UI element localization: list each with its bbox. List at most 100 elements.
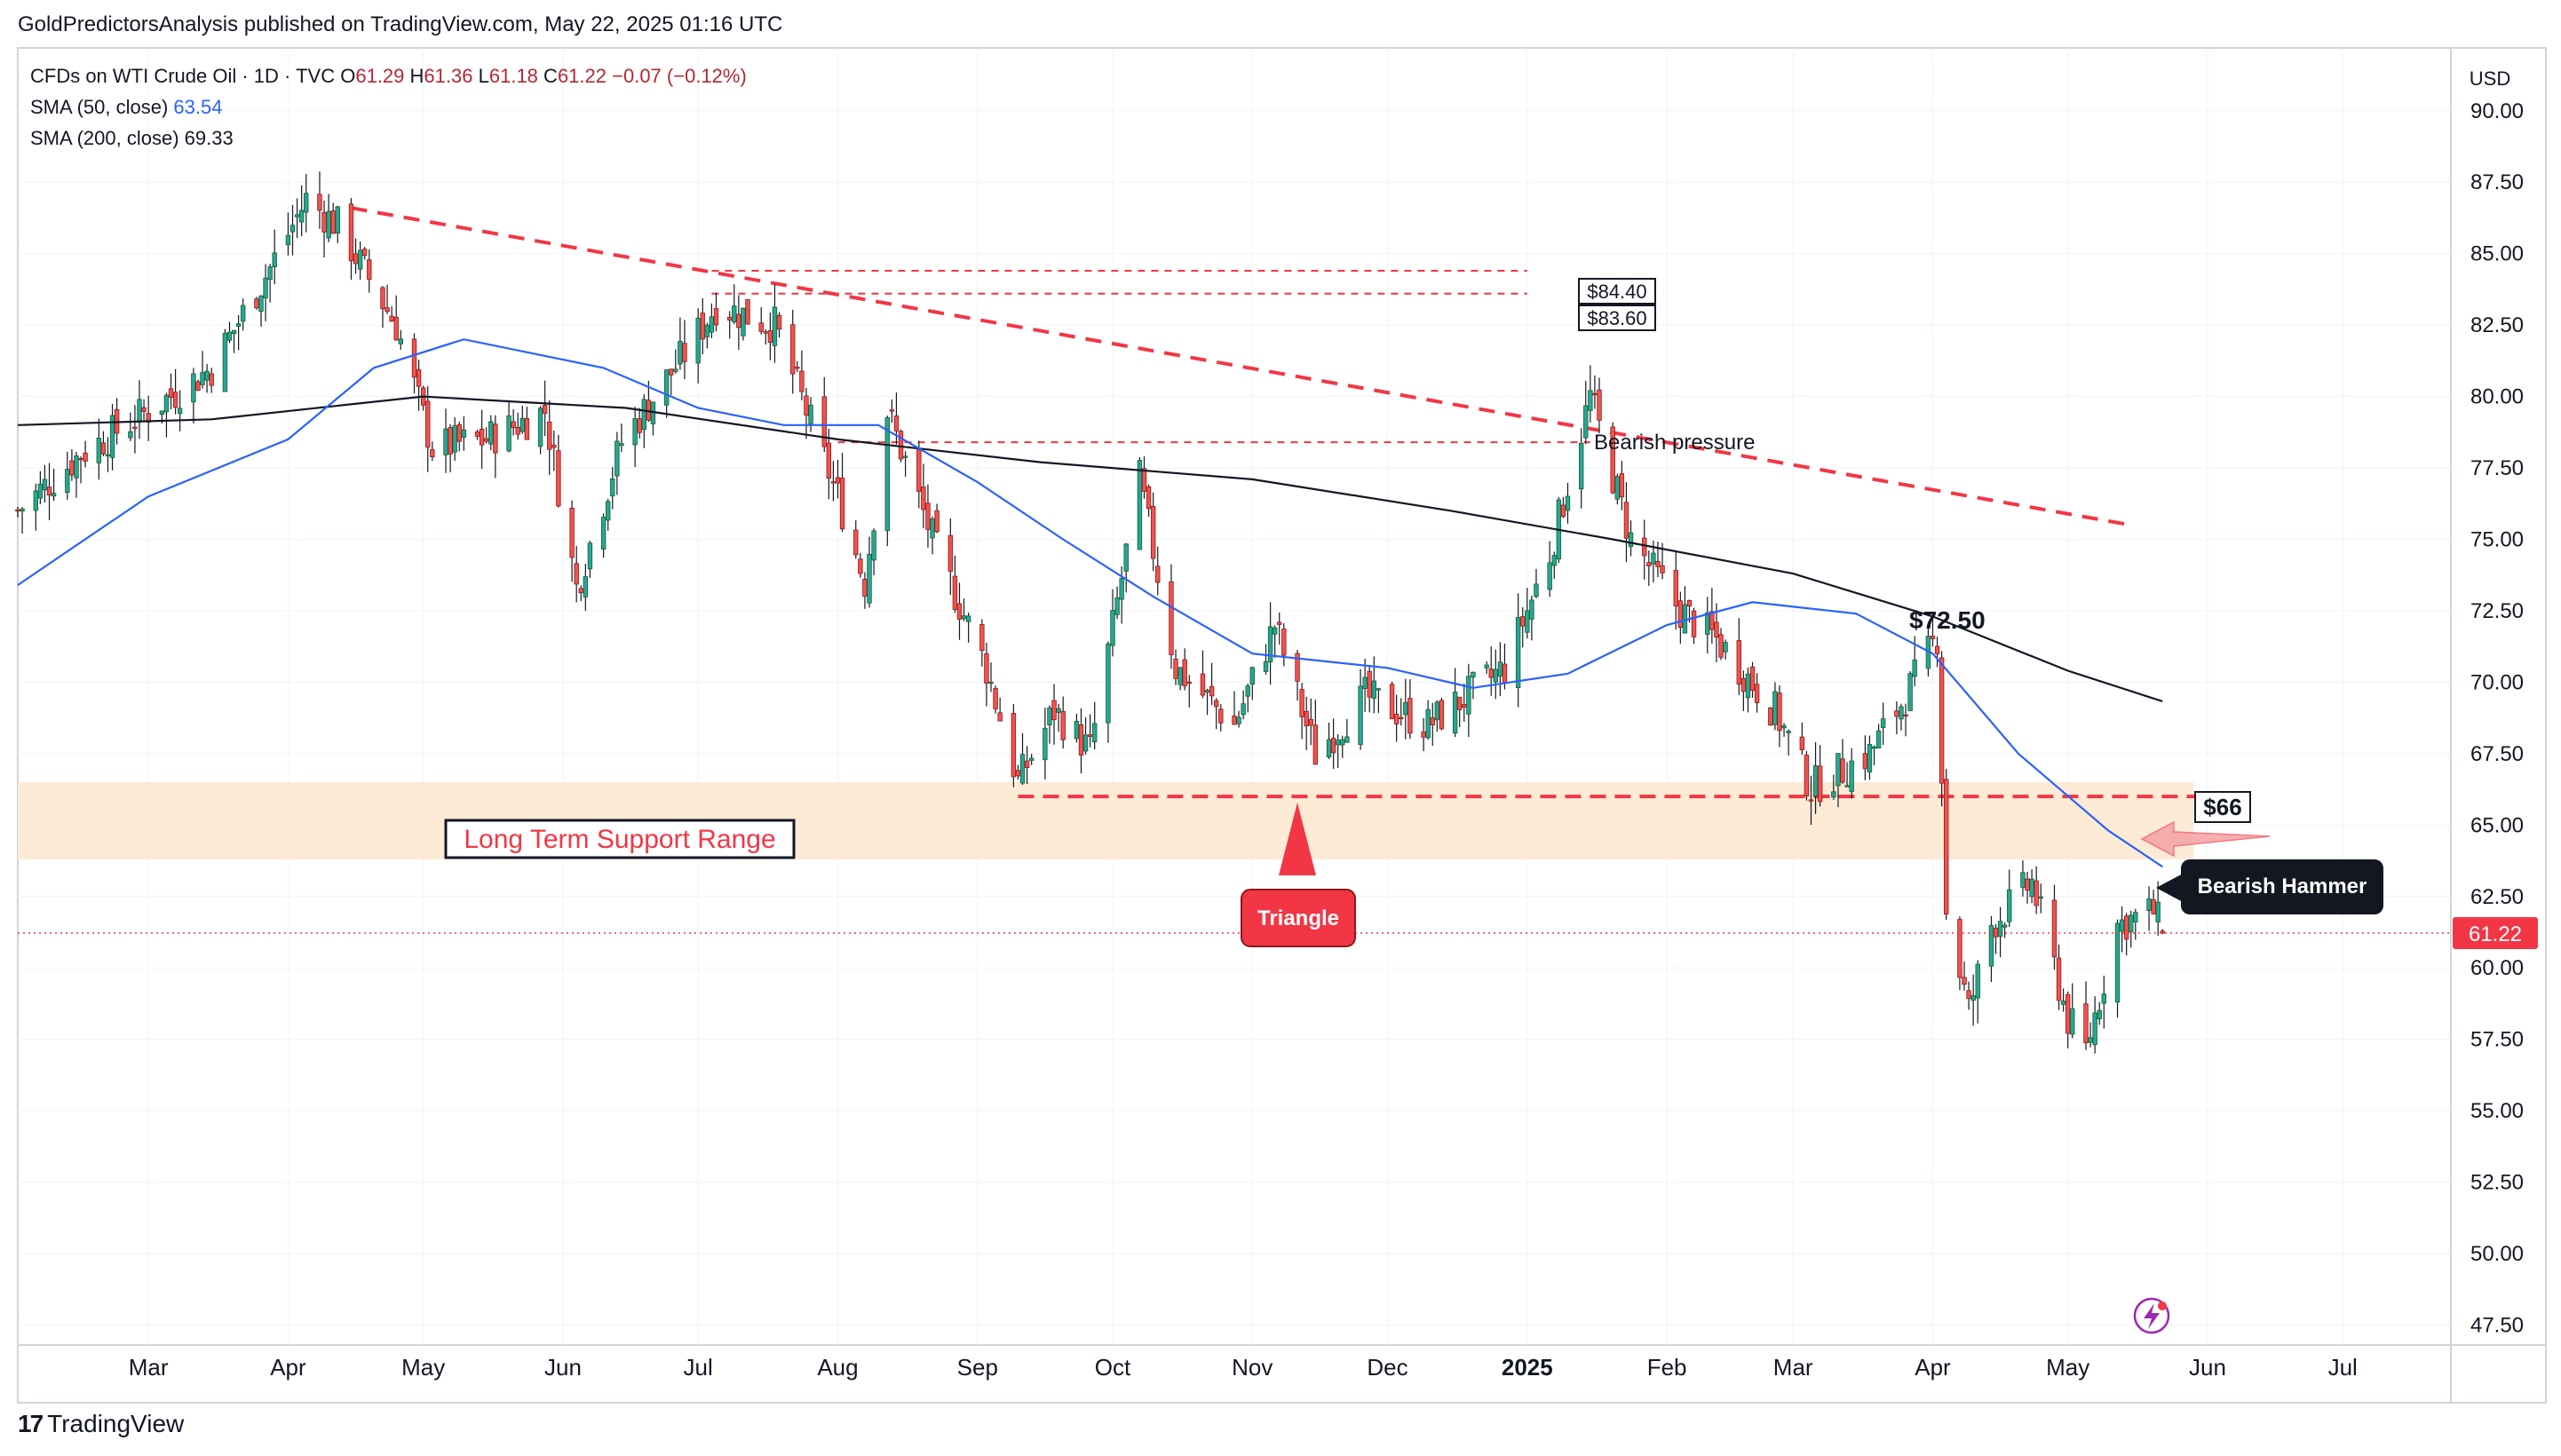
candle-down[interactable] bbox=[984, 642, 989, 707]
candle-down[interactable] bbox=[353, 238, 359, 274]
candle-up[interactable] bbox=[1376, 687, 1382, 714]
candle-down[interactable] bbox=[839, 452, 845, 533]
candle-down[interactable] bbox=[254, 297, 259, 310]
candle-down[interactable] bbox=[669, 368, 674, 396]
candle-down[interactable] bbox=[132, 405, 138, 454]
candle-down[interactable] bbox=[385, 284, 390, 314]
candle-up[interactable] bbox=[1074, 713, 1080, 743]
candle-down[interactable] bbox=[479, 409, 485, 469]
candle-down[interactable] bbox=[1646, 550, 1652, 586]
candle-down[interactable] bbox=[448, 423, 453, 472]
candle-down[interactable] bbox=[637, 408, 642, 439]
candle-down[interactable] bbox=[474, 429, 480, 440]
candle-down[interactable] bbox=[1457, 696, 1463, 728]
candle-up[interactable] bbox=[105, 437, 111, 472]
candle-down[interactable] bbox=[821, 376, 827, 453]
candle-up[interactable] bbox=[1849, 748, 1854, 799]
candle-up[interactable] bbox=[1583, 380, 1589, 445]
candle-up[interactable] bbox=[267, 264, 273, 303]
candle-down[interactable] bbox=[484, 427, 489, 444]
candle-down[interactable] bbox=[1804, 751, 1810, 801]
candle-down[interactable] bbox=[925, 484, 931, 548]
candle-up[interactable] bbox=[1434, 700, 1440, 732]
candle-up[interactable] bbox=[1745, 667, 1751, 713]
candle-up[interactable] bbox=[241, 298, 246, 331]
candle-up[interactable] bbox=[128, 412, 133, 441]
candle-down[interactable] bbox=[1817, 745, 1823, 807]
candle-up[interactable] bbox=[163, 392, 170, 438]
candle-down[interactable] bbox=[1903, 703, 1908, 737]
candle-down[interactable] bbox=[578, 585, 583, 602]
candle-up[interactable] bbox=[204, 364, 210, 393]
tradingview-logo[interactable]: 17 TradingView bbox=[18, 1410, 184, 1438]
candle-up[interactable] bbox=[961, 598, 967, 621]
candle-up[interactable] bbox=[695, 308, 701, 384]
candle-up[interactable] bbox=[2129, 910, 2134, 948]
candle-up[interactable] bbox=[222, 328, 228, 392]
candle-down[interactable] bbox=[2123, 913, 2129, 956]
candle-down[interactable] bbox=[551, 430, 557, 471]
candle-down[interactable] bbox=[947, 518, 954, 596]
candle-down[interactable] bbox=[547, 400, 552, 476]
candle-up[interactable] bbox=[1263, 644, 1269, 675]
candle-down[interactable] bbox=[1718, 628, 1724, 661]
candle-up[interactable] bbox=[33, 483, 38, 531]
candle-up[interactable] bbox=[1493, 649, 1498, 700]
candle-down[interactable] bbox=[1051, 684, 1057, 745]
candle-down[interactable] bbox=[727, 311, 733, 339]
candle-down[interactable] bbox=[1430, 702, 1435, 747]
candle-down[interactable] bbox=[790, 309, 796, 394]
candle-up[interactable] bbox=[1028, 754, 1035, 765]
candle-down[interactable] bbox=[1015, 764, 1021, 780]
candle-down[interactable] bbox=[767, 313, 773, 360]
candle-up[interactable] bbox=[258, 295, 264, 328]
candle-up[interactable] bbox=[614, 431, 620, 495]
candle-down[interactable] bbox=[1214, 698, 1219, 730]
candle-up[interactable] bbox=[965, 612, 971, 643]
candle-down[interactable] bbox=[1277, 612, 1282, 645]
candle-down[interactable] bbox=[1749, 661, 1756, 698]
candle-down[interactable] bbox=[1677, 591, 1684, 645]
candle-up[interactable] bbox=[1371, 656, 1376, 714]
candle-down[interactable] bbox=[1393, 694, 1399, 742]
candle-down[interactable] bbox=[993, 685, 998, 714]
candle-up[interactable] bbox=[2101, 975, 2106, 1029]
candle-up[interactable] bbox=[1871, 745, 1877, 765]
candle-down[interactable] bbox=[1304, 696, 1309, 750]
candle-up[interactable] bbox=[1340, 735, 1345, 758]
candle-up[interactable] bbox=[1786, 729, 1791, 756]
candle-down[interactable] bbox=[1150, 492, 1156, 572]
candle-down[interactable] bbox=[799, 350, 805, 400]
candle-up[interactable] bbox=[96, 418, 102, 480]
candle-down[interactable] bbox=[416, 360, 422, 411]
candle-up[interactable] bbox=[1988, 915, 1994, 983]
candle-up[interactable] bbox=[884, 415, 890, 547]
candle-up[interactable] bbox=[1047, 705, 1052, 744]
candle-up[interactable] bbox=[2060, 988, 2066, 1012]
candle-down[interactable] bbox=[1155, 546, 1161, 596]
candle-up[interactable] bbox=[37, 471, 44, 504]
candle-up[interactable] bbox=[732, 284, 737, 325]
candle-down[interactable] bbox=[1182, 648, 1187, 691]
candle-down[interactable] bbox=[1330, 718, 1336, 770]
candle-down[interactable] bbox=[1597, 377, 1602, 434]
candle-up[interactable] bbox=[1082, 716, 1089, 755]
candle-down[interactable] bbox=[835, 460, 841, 499]
candle-down[interactable] bbox=[921, 463, 926, 528]
candle-up[interactable] bbox=[871, 528, 876, 575]
candle-up[interactable] bbox=[1812, 742, 1819, 814]
candle-up[interactable] bbox=[452, 417, 457, 461]
candle-up[interactable] bbox=[673, 349, 678, 374]
candle-down[interactable] bbox=[736, 295, 741, 350]
candle-up[interactable] bbox=[519, 405, 525, 434]
candle-up[interactable] bbox=[443, 408, 448, 473]
candle-up[interactable] bbox=[137, 380, 142, 439]
candle-up[interactable] bbox=[2119, 906, 2125, 953]
candle-down[interactable] bbox=[380, 286, 385, 328]
candle-down[interactable] bbox=[1389, 681, 1395, 720]
candle-down[interactable] bbox=[1520, 606, 1526, 648]
candle-up[interactable] bbox=[298, 185, 305, 237]
candle-down[interactable] bbox=[1209, 662, 1215, 705]
candle-down[interactable] bbox=[425, 385, 431, 472]
candle-down[interactable] bbox=[1169, 564, 1174, 669]
